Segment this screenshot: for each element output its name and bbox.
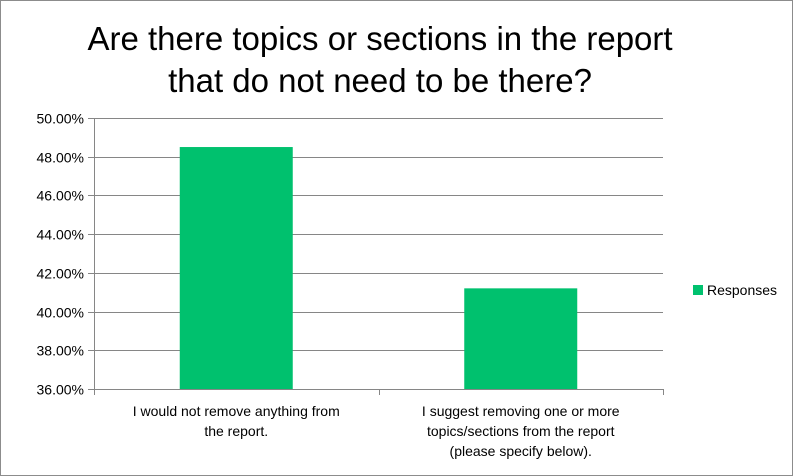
y-tick-label: 40.00% [37,305,84,321]
y-tick-label: 44.00% [37,227,84,243]
bar [464,288,578,389]
chart-title-line-1: Are there topics or sections in the repo… [87,20,673,57]
y-tick-label: 42.00% [37,266,84,282]
legend-swatch [693,285,703,295]
category-label: I suggest removing one or more [422,403,620,419]
category-label: (please specify below). [450,443,592,459]
y-tick-label: 36.00% [37,382,84,398]
chart-title-line-2: that do not need to be there? [168,62,592,99]
legend-label: Responses [707,282,777,298]
y-tick-label: 38.00% [37,343,84,359]
category-label: the report. [204,423,268,439]
y-tick-label: 46.00% [37,188,84,204]
y-tick-label: 48.00% [37,150,84,166]
chart-title: Are there topics or sections in the repo… [60,18,700,102]
y-tick-label: 50.00% [37,111,84,127]
bar [179,147,293,389]
category-label: I would not remove anything from [133,403,340,419]
category-label: topics/sections from the report [427,423,615,439]
